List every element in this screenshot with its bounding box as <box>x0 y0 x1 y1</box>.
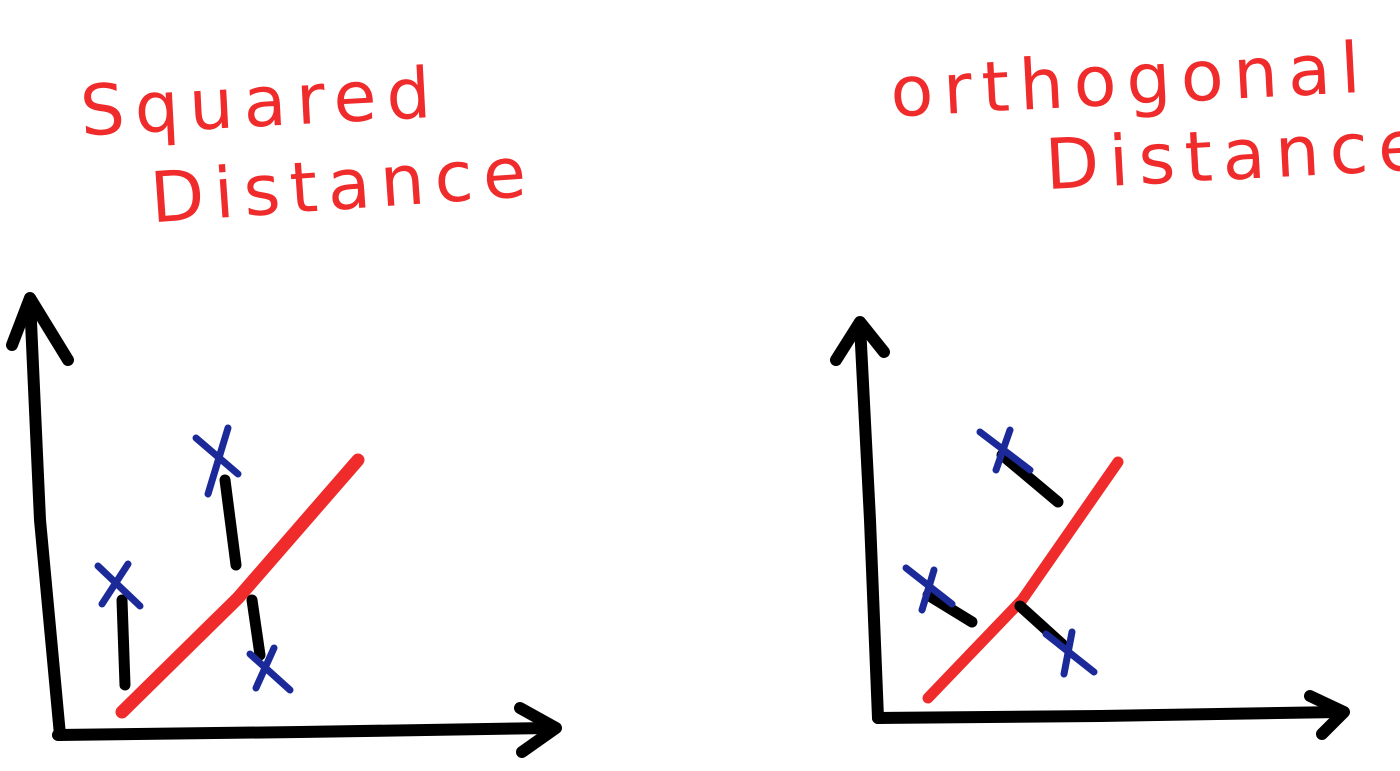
right-x-axis-arrowhead <box>1304 690 1350 740</box>
left-point-1 <box>94 560 144 610</box>
left-residual-3 <box>246 594 266 661</box>
left-fit-line <box>115 453 365 719</box>
right-x-axis <box>872 706 1346 724</box>
left-y-axis-arrowhead <box>6 292 74 366</box>
right-point-2 <box>902 564 956 614</box>
right-residuals <box>922 449 1068 650</box>
orthogonal-distance-plot <box>830 316 1350 740</box>
right-y-axis-arrowhead <box>830 316 890 366</box>
left-residual-1 <box>116 594 131 691</box>
left-axes <box>6 292 562 758</box>
right-y-axis <box>854 319 884 724</box>
right-residual-2 <box>922 589 978 628</box>
squared-distance-panel: Squared Distance <box>6 52 562 758</box>
right-axes <box>830 316 1350 740</box>
right-point-3 <box>1042 628 1098 678</box>
left-point-2 <box>192 424 242 498</box>
left-x-axis <box>52 722 556 741</box>
right-point-1 <box>976 426 1034 474</box>
right-points <box>902 426 1098 678</box>
squared-distance-plot <box>6 292 562 758</box>
right-fit-line <box>922 456 1124 704</box>
left-points <box>94 424 294 694</box>
orthogonal-distance-panel: orthogonal Distance <box>700 0 1400 771</box>
left-residual-2 <box>219 474 242 571</box>
left-point-3 <box>246 644 294 694</box>
right-residual-1 <box>996 449 1064 508</box>
left-residuals <box>116 474 266 691</box>
left-y-axis <box>24 294 66 741</box>
left-x-axis-arrowhead <box>514 702 562 758</box>
